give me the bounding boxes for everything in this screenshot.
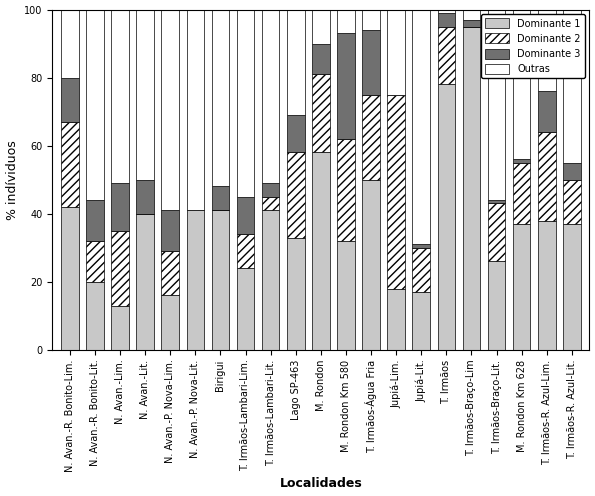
Bar <box>337 33 355 139</box>
Bar <box>262 183 280 197</box>
Bar <box>237 234 254 268</box>
Bar <box>337 9 355 33</box>
Bar <box>312 74 330 152</box>
Bar <box>111 183 129 231</box>
Bar <box>262 197 280 210</box>
Bar <box>136 9 154 180</box>
Bar <box>437 13 455 27</box>
Bar <box>262 9 280 183</box>
Bar <box>463 20 480 27</box>
Bar <box>563 163 581 180</box>
Bar <box>186 210 204 350</box>
Bar <box>538 9 556 91</box>
Bar <box>412 248 430 292</box>
Bar <box>161 251 179 295</box>
Bar <box>463 27 480 350</box>
Bar <box>412 292 430 350</box>
Bar <box>488 261 505 350</box>
Bar <box>86 282 104 350</box>
Bar <box>136 214 154 350</box>
Bar <box>362 180 380 350</box>
Bar <box>212 186 229 210</box>
Bar <box>463 9 480 20</box>
Bar <box>437 27 455 84</box>
Bar <box>61 9 79 77</box>
Bar <box>337 139 355 241</box>
Bar <box>513 159 531 163</box>
Y-axis label: % indíviduos: % indíviduos <box>5 140 18 220</box>
Bar <box>111 231 129 306</box>
Bar <box>186 9 204 210</box>
Bar <box>538 91 556 132</box>
Bar <box>362 30 380 95</box>
Bar <box>287 9 305 115</box>
Bar <box>312 44 330 74</box>
Bar <box>287 152 305 238</box>
Bar <box>111 306 129 350</box>
Bar <box>312 9 330 44</box>
Bar <box>563 180 581 224</box>
Bar <box>161 9 179 210</box>
Bar <box>287 238 305 350</box>
Bar <box>161 210 179 251</box>
Bar <box>362 95 380 180</box>
Bar <box>111 9 129 183</box>
Bar <box>237 9 254 197</box>
Bar <box>237 197 254 234</box>
Bar <box>437 84 455 350</box>
Bar <box>337 241 355 350</box>
Bar <box>362 9 380 30</box>
Bar <box>437 9 455 13</box>
Bar <box>538 132 556 221</box>
Bar <box>488 203 505 261</box>
Bar <box>513 224 531 350</box>
Bar <box>287 115 305 152</box>
Bar <box>538 221 556 350</box>
Bar <box>237 268 254 350</box>
Legend: Dominante 1, Dominante 2, Dominante 3, Outras: Dominante 1, Dominante 2, Dominante 3, O… <box>481 14 584 78</box>
Bar <box>136 180 154 214</box>
Bar <box>312 152 330 350</box>
Bar <box>563 9 581 163</box>
Bar <box>86 200 104 241</box>
Bar <box>161 295 179 350</box>
Bar <box>86 241 104 282</box>
Bar <box>387 9 405 95</box>
X-axis label: Localidades: Localidades <box>280 478 362 491</box>
Bar <box>387 95 405 289</box>
Bar <box>488 200 505 203</box>
Bar <box>488 9 505 200</box>
Bar <box>513 9 531 159</box>
Bar <box>212 210 229 350</box>
Bar <box>86 9 104 200</box>
Bar <box>61 122 79 207</box>
Bar <box>412 245 430 248</box>
Bar <box>212 9 229 186</box>
Bar <box>61 77 79 122</box>
Bar <box>412 9 430 245</box>
Bar <box>563 224 581 350</box>
Bar <box>262 210 280 350</box>
Bar <box>513 163 531 224</box>
Bar <box>387 289 405 350</box>
Bar <box>61 207 79 350</box>
